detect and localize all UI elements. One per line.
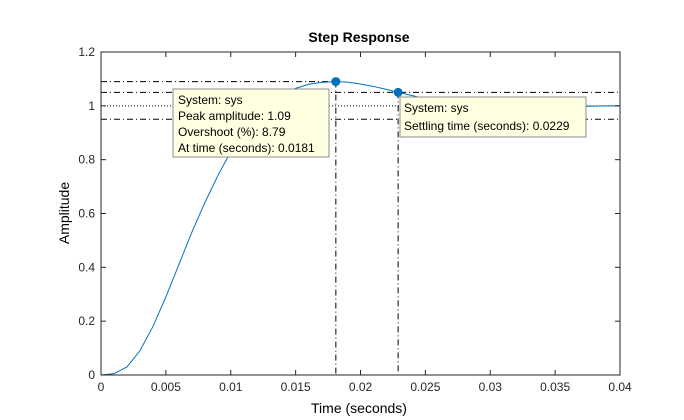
x-tick-label: 0.01 [219, 380, 243, 394]
settling-datatip-line-1: System: sys [404, 101, 469, 115]
x-tick-label: 0.04 [608, 380, 632, 394]
y-tick-label: 0.8 [78, 153, 95, 167]
x-tick-label: 0.02 [349, 380, 373, 394]
x-tick-label: 0.025 [410, 380, 440, 394]
peak-datatip-line-2: Peak amplitude: 1.09 [178, 109, 291, 123]
y-tick-label: 1.2 [78, 45, 95, 59]
settling-marker [393, 87, 403, 97]
settling-datatip-box [399, 96, 587, 138]
x-tick-label: 0.03 [479, 380, 503, 394]
peak-datatip-line-1: System: sys [178, 93, 243, 107]
peak-datatip-line-3: Overshoot (%): 8.79 [178, 125, 286, 139]
y-axis-label: Amplitude [56, 182, 72, 244]
peak-datatip-line-4: At time (seconds): 0.0181 [178, 141, 315, 155]
x-tick-label: 0.035 [540, 380, 570, 394]
x-tick-label: 0 [98, 380, 105, 394]
x-tick-label: 0.015 [281, 380, 311, 394]
x-axis-label: Time (seconds) [311, 400, 407, 416]
y-tick-label: 0.4 [78, 260, 95, 274]
chart-title: Step Response [308, 29, 409, 45]
axis-ticks: 0 0.005 0.01 0.015 0.02 0.025 0.03 0.035 0.04 0 0.… [78, 45, 632, 394]
y-tick-label: 1 [88, 99, 95, 113]
peak-datatip[interactable]: System: sys Peak amplitude: 1.09 Oversho… [172, 88, 330, 158]
y-tick-label: 0 [88, 368, 95, 382]
y-tick-label: 0.6 [78, 207, 95, 221]
settling-datatip[interactable]: System: sys Settling time (seconds): 0.0… [399, 96, 587, 138]
y-tick-label: 0.2 [78, 314, 95, 328]
peak-marker [331, 77, 341, 87]
peak-datatip-box [172, 88, 330, 158]
settling-datatip-line-2: Settling time (seconds): 0.0229 [404, 119, 570, 133]
x-tick-label: 0.005 [151, 380, 181, 394]
